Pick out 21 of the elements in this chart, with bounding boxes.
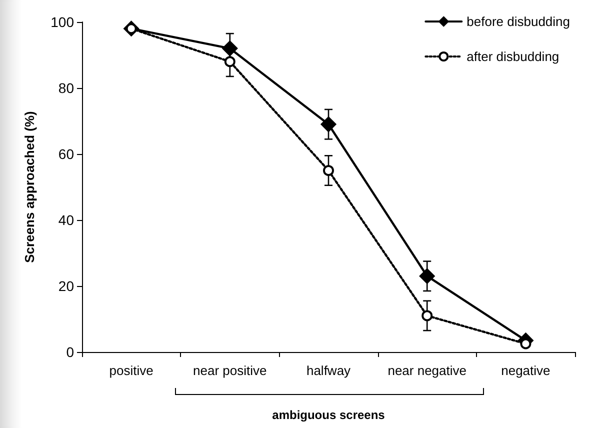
y-tick-label: 100	[50, 14, 74, 30]
x-tick-label: near negative	[388, 363, 466, 378]
y-axis-title: Screens approached (%)	[22, 111, 37, 263]
y-tick-label: 40	[58, 212, 74, 228]
text: ambiguous screens	[272, 408, 385, 422]
y-tick-label: 80	[58, 80, 74, 96]
point	[419, 268, 435, 284]
point	[222, 40, 238, 56]
y-tick-label: 0	[66, 344, 74, 360]
point	[224, 56, 236, 68]
y-tick-label: 20	[58, 278, 74, 294]
x-tick-label: near positive	[193, 363, 267, 378]
legend-label: after disbudding	[466, 49, 560, 64]
x-tick-label: positive	[109, 363, 154, 378]
point	[320, 116, 336, 132]
x-tick-label: negative	[501, 363, 550, 378]
legend-label: before disbudding	[466, 14, 570, 29]
point	[323, 165, 334, 176]
x-tick-label: halfway	[306, 363, 352, 378]
point	[422, 310, 433, 322]
y-tick-label: 60	[58, 146, 74, 162]
